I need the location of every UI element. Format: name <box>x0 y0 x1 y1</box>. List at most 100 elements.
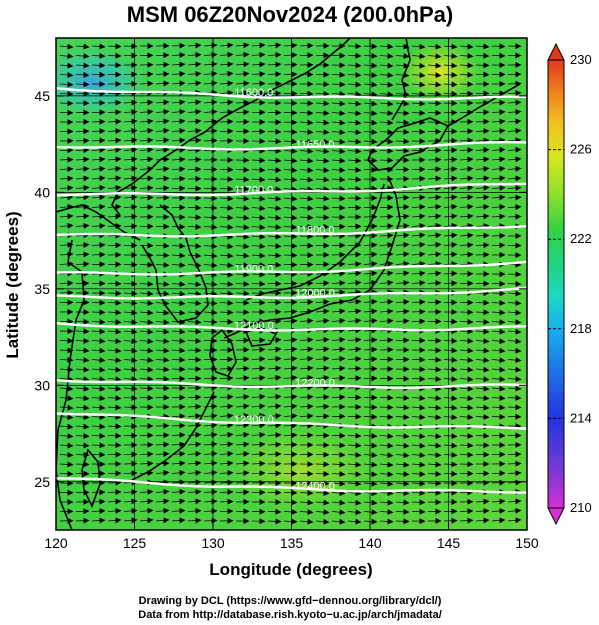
wind-vector <box>203 80 218 87</box>
wind-vector <box>331 317 346 324</box>
wind-vector <box>491 213 506 220</box>
wind-vector <box>171 422 186 429</box>
wind-vector <box>155 185 170 192</box>
wind-vector <box>75 404 90 411</box>
wind-vector <box>75 366 90 373</box>
x-tick-label: 135 <box>280 535 304 551</box>
wind-vector <box>171 108 186 115</box>
wind-vector <box>59 356 74 363</box>
colorbar-tick-label: 226 <box>570 142 592 157</box>
wind-vector <box>475 385 490 392</box>
wind-vector <box>283 412 298 419</box>
wind-vector <box>395 298 410 305</box>
wind-vector <box>187 413 202 420</box>
wind-vector <box>59 81 74 88</box>
wind-vector <box>267 138 282 145</box>
wind-vector <box>459 385 474 392</box>
wind-vector <box>283 42 298 49</box>
wind-vector <box>203 137 218 144</box>
wind-vector <box>155 137 170 144</box>
wind-vector <box>427 442 442 449</box>
wind-vector <box>315 157 330 164</box>
wind-vector <box>139 204 154 211</box>
wind-vector <box>267 422 282 429</box>
wind-vector <box>363 43 378 50</box>
wind-vector <box>203 204 218 211</box>
wind-vector <box>235 42 250 49</box>
wind-vector <box>507 280 522 287</box>
wind-vector <box>203 290 218 297</box>
wind-vector <box>491 338 506 345</box>
x-tick-label: 125 <box>123 535 147 551</box>
wind-vector <box>203 450 218 457</box>
wind-vector <box>107 223 122 230</box>
wind-vector <box>363 148 378 155</box>
wind-vector <box>411 109 426 116</box>
wind-vector <box>331 71 346 78</box>
wind-vector <box>395 308 410 315</box>
wind-vector <box>75 395 90 402</box>
wind-vector <box>267 261 282 268</box>
wind-vector <box>283 119 298 126</box>
wind-vector <box>459 395 474 402</box>
wind-vector <box>411 241 426 248</box>
wind-vector <box>459 184 474 191</box>
wind-vector <box>299 138 314 145</box>
wind-vector <box>379 62 394 69</box>
wind-vector <box>315 176 330 183</box>
wind-vector <box>187 243 202 250</box>
wind-vector <box>411 270 426 277</box>
wind-vector <box>187 223 202 230</box>
wind-vector <box>331 327 346 334</box>
wind-vector <box>331 355 346 362</box>
wind-vector <box>235 214 250 221</box>
wind-vector <box>427 241 442 248</box>
wind-vector <box>363 100 378 107</box>
wind-vector <box>59 260 74 267</box>
wind-vector <box>347 176 362 183</box>
wind-vector <box>59 184 74 191</box>
wind-vector <box>347 336 362 343</box>
wind-vector <box>491 376 506 383</box>
wind-vector <box>411 222 426 229</box>
wind-vector <box>299 317 314 324</box>
wind-vector <box>331 270 346 277</box>
wind-vector <box>107 156 122 163</box>
wind-vector <box>203 300 218 307</box>
wind-vector <box>91 222 106 229</box>
wind-vector <box>315 394 330 401</box>
wind-vector <box>347 261 362 268</box>
wind-vector <box>299 393 314 400</box>
wind-vector <box>347 52 362 59</box>
wind-vector <box>475 137 490 144</box>
wind-vector <box>363 327 378 334</box>
wind-vector <box>443 442 458 449</box>
wind-vector <box>107 127 122 134</box>
wind-vector <box>459 156 474 163</box>
wind-vector <box>379 213 394 220</box>
wind-vector <box>507 376 522 383</box>
wind-vector <box>139 347 154 354</box>
wind-vector <box>379 110 394 117</box>
wind-vector <box>59 433 74 440</box>
wind-vector <box>123 194 138 201</box>
wind-vector <box>59 156 74 163</box>
wind-vector <box>139 309 154 316</box>
wind-vector <box>315 336 330 343</box>
wind-vector <box>507 137 522 144</box>
wind-vector <box>107 328 122 335</box>
wind-vector <box>155 375 170 382</box>
wind-vector <box>171 52 186 59</box>
wind-vector <box>203 441 218 448</box>
wind-vector <box>363 129 378 136</box>
wind-vector <box>75 53 90 60</box>
wind-vector <box>491 109 506 116</box>
wind-vector <box>443 90 458 97</box>
wind-vector <box>411 433 426 440</box>
wind-vector <box>203 271 218 278</box>
wind-vector <box>299 157 314 164</box>
wind-vector <box>283 336 298 343</box>
wind-vector <box>219 99 234 106</box>
wind-vector <box>363 242 378 249</box>
